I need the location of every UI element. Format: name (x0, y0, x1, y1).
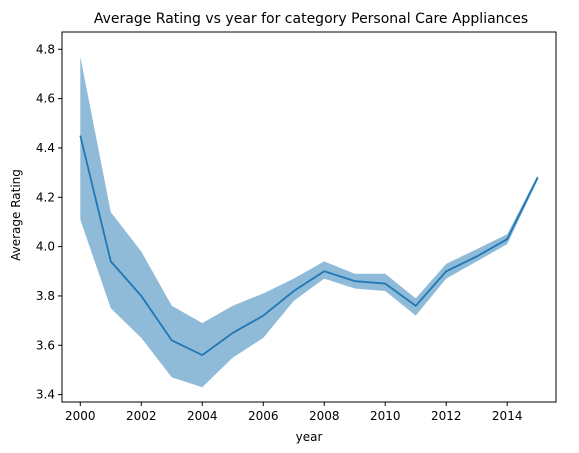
y-tick-label: 3.6 (36, 338, 55, 352)
y-tick-label: 4.4 (36, 141, 55, 155)
x-axis-label: year (296, 430, 323, 444)
x-tick-label: 2006 (248, 409, 279, 423)
x-axis-ticks: 2000 2002 2004 2006 2008 2010 2012 2014 (65, 402, 522, 423)
chart-title: Average Rating vs year for category Pers… (94, 11, 528, 27)
y-tick-label: 4.8 (36, 42, 55, 56)
plot-area: 2000 2002 2004 2006 2008 2010 2012 2014 3.43.63… (36, 31, 557, 423)
y-tick-label: 4.2 (36, 190, 55, 204)
y-tick-label: 4.0 (36, 240, 55, 254)
confidence-band (80, 56, 538, 388)
series-line (79, 135, 539, 357)
y-tick-label: 4.6 (36, 92, 55, 106)
x-tick-label: 2000 (65, 409, 96, 423)
x-tick-label: 2014 (492, 409, 523, 423)
x-tick-label: 2008 (309, 409, 340, 423)
plot-frame (61, 31, 557, 403)
y-tick-label: 3.8 (36, 289, 55, 303)
x-tick-label: 2012 (431, 409, 462, 423)
x-tick-label: 2010 (370, 409, 401, 423)
y-axis-ticks: 3.4 3.6 3.8 4.0 4.2 4.4 4.6 4.8 (36, 42, 62, 402)
y-axis-label: Average Rating (9, 169, 23, 261)
y-tick-label: 3.4 (36, 388, 55, 402)
x-tick-label: 2004 (187, 409, 218, 423)
x-tick-label: 2002 (126, 409, 157, 423)
